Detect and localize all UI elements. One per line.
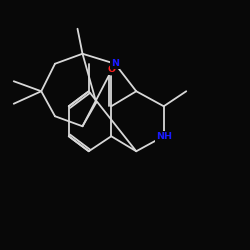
Text: NH: NH (156, 132, 172, 141)
Text: O: O (107, 66, 115, 74)
Text: N: N (111, 59, 119, 68)
